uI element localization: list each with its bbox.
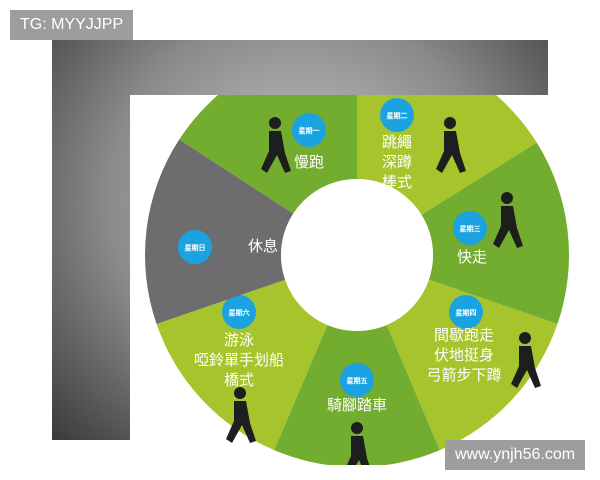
day-badge: 星期四 [449, 295, 483, 329]
day-badge: 星期一 [292, 113, 326, 147]
segment-7: 星期日 休息 [145, 139, 294, 325]
exercise-label: 慢跑 [294, 153, 324, 171]
runner-icon [261, 117, 291, 173]
exercise-label: 深蹲 [382, 153, 412, 171]
day-label: 星期一 [299, 126, 320, 135]
walker-icon [493, 192, 523, 248]
exercise-label: 啞鈴單手划船 [194, 351, 284, 369]
exercise-label: 騎腳踏車 [327, 396, 387, 414]
exercise-label: 跳繩 [382, 133, 412, 151]
day-label: 星期五 [347, 376, 368, 385]
day-badge: 星期日 [178, 230, 212, 264]
watermark-top: TG: MYYJJPP [10, 10, 134, 40]
day-label: 星期六 [229, 308, 250, 317]
exercise-label: 伏地挺身 [434, 346, 494, 364]
jump-rope-squat-icon [436, 117, 466, 173]
bridge-pose-icon [226, 387, 256, 443]
exercise-label: 間歇跑走 [434, 326, 494, 344]
day-badge: 星期三 [453, 211, 487, 245]
exercise-label: 休息 [248, 237, 278, 255]
segment-wedge [156, 279, 328, 451]
day-label: 星期三 [460, 224, 481, 233]
day-label: 星期四 [456, 308, 477, 317]
day-badge: 星期六 [222, 295, 256, 329]
exercise-label: 橋式 [224, 371, 254, 389]
background-photo: 星期一 慢跑 星期二 跳繩 深蹲 棒式 星期三 快走 星期四 間歇跑走 伏地挺身 弓箭步下蹲 星期五 騎腳… [52, 40, 572, 465]
exercise-label: 游泳 [224, 331, 254, 349]
exercise-label: 快走 [457, 248, 487, 266]
pushup-lunge-icon [511, 332, 541, 388]
watermark-bottom: www.ynjh56.com [445, 440, 586, 470]
day-badge: 星期二 [380, 98, 414, 132]
day-label: 星期日 [185, 243, 206, 252]
wheel-center [281, 179, 433, 331]
exercise-label: 弓箭步下蹲 [426, 366, 501, 384]
weekly-exercise-wheel-panel: 星期一 慢跑 星期二 跳繩 深蹲 棒式 星期三 快走 星期四 間歇跑走 伏地挺身 弓箭步下蹲 星期五 騎腳… [130, 95, 572, 465]
segment-wedge [421, 142, 569, 325]
weekly-exercise-wheel: 星期一慢跑星期二跳繩深蹲棒式星期三快走星期四間歇跑走伏地挺身弓箭步下蹲星期五騎腳… [145, 95, 569, 465]
segment-wedge [386, 279, 558, 451]
day-label: 星期二 [387, 111, 408, 120]
cyclist-icon [347, 422, 370, 465]
day-badge: 星期五 [340, 363, 374, 397]
segment-wedge [145, 139, 294, 325]
